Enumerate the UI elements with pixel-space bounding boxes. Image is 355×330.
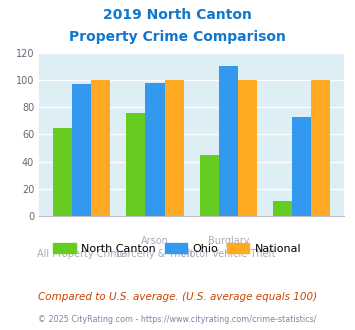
Bar [72, 84, 91, 216]
Text: Compared to U.S. average. (U.S. average equals 100): Compared to U.S. average. (U.S. average … [38, 292, 317, 302]
Bar [219, 66, 238, 216]
Bar [126, 113, 146, 216]
Text: All Property Crime: All Property Crime [37, 249, 126, 259]
Text: © 2025 CityRating.com - https://www.cityrating.com/crime-statistics/: © 2025 CityRating.com - https://www.city… [38, 315, 317, 324]
Text: Property Crime Comparison: Property Crime Comparison [69, 30, 286, 44]
Text: 2019 North Canton: 2019 North Canton [103, 8, 252, 22]
Bar [238, 80, 257, 216]
Bar [146, 83, 164, 216]
Bar [292, 117, 311, 216]
Bar [273, 201, 292, 216]
Text: Larceny & Theft: Larceny & Theft [116, 249, 194, 259]
Text: Burglary: Burglary [208, 236, 249, 246]
Bar [164, 80, 184, 216]
Bar [200, 155, 219, 216]
Bar [53, 128, 72, 216]
Text: Motor Vehicle Theft: Motor Vehicle Theft [181, 249, 276, 259]
Text: Arson: Arson [141, 236, 169, 246]
Bar [311, 80, 331, 216]
Bar [91, 80, 110, 216]
Legend: North Canton, Ohio, National: North Canton, Ohio, National [49, 239, 306, 258]
